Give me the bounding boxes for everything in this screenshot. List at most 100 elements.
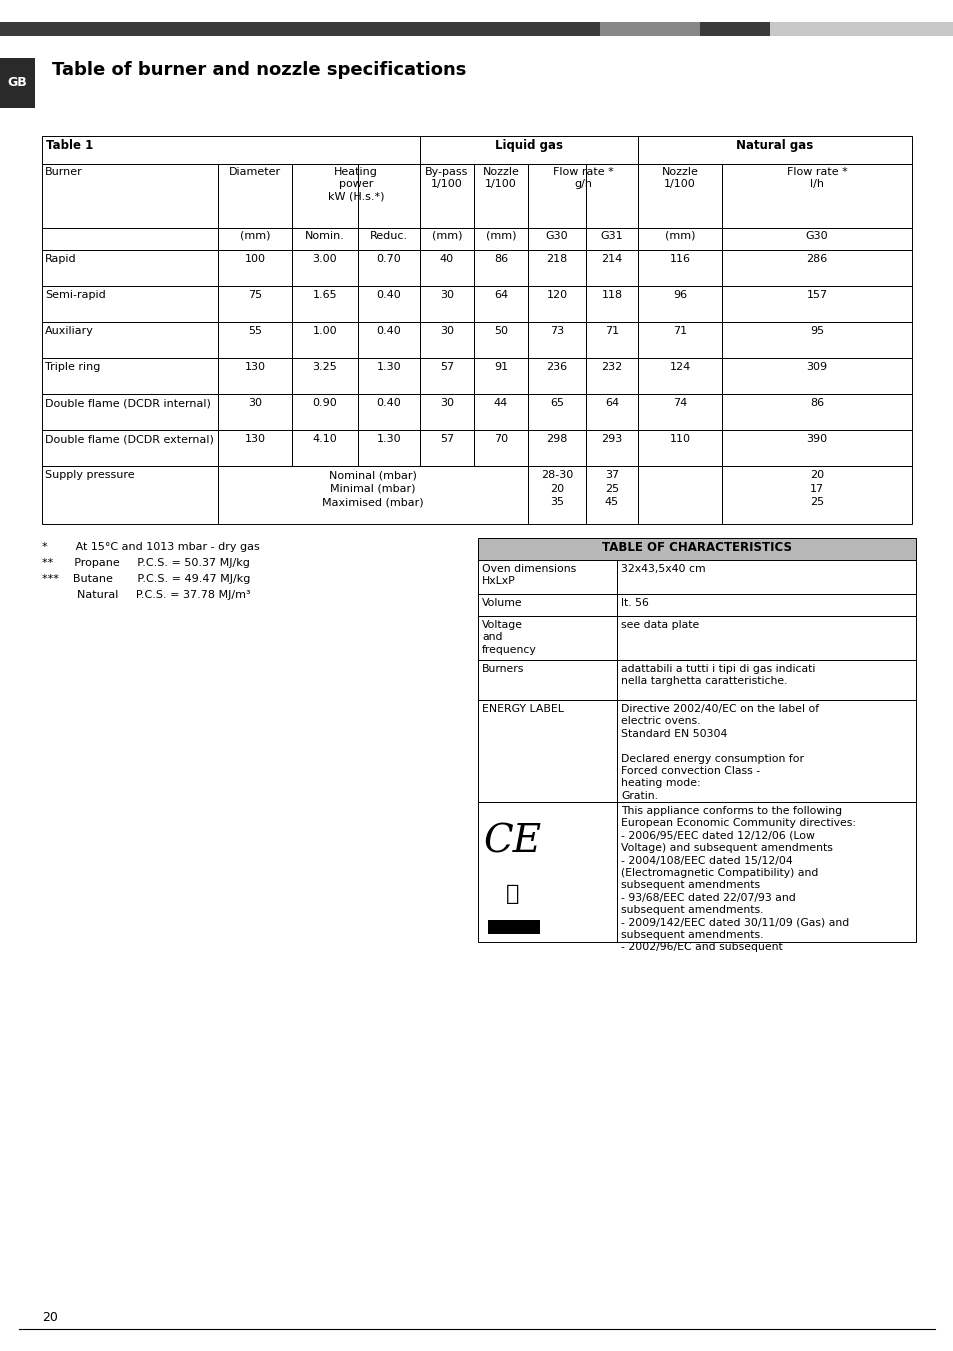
Text: 0.40: 0.40 — [376, 399, 401, 408]
Text: Natural     P.C.S. = 37.78 MJ/m³: Natural P.C.S. = 37.78 MJ/m³ — [42, 590, 251, 600]
Text: 55: 55 — [248, 326, 262, 336]
Text: Nominal (mbar)
Minimal (mbar)
Maximised (mbar): Nominal (mbar) Minimal (mbar) Maximised … — [322, 470, 423, 507]
Bar — [419, 228, 474, 250]
Text: 1.00: 1.00 — [313, 326, 337, 336]
Text: ENERGY LABEL: ENERGY LABEL — [481, 704, 563, 713]
Text: 75: 75 — [248, 290, 262, 300]
Text: Nozzle
1/100: Nozzle 1/100 — [482, 168, 518, 189]
Text: 3.25: 3.25 — [313, 362, 337, 372]
Text: 309: 309 — [805, 362, 826, 372]
Bar — [721, 228, 911, 250]
Text: 0.90: 0.90 — [313, 399, 337, 408]
Text: 130: 130 — [244, 362, 265, 372]
Text: 71: 71 — [604, 326, 618, 336]
Text: Burners: Burners — [481, 663, 524, 674]
Bar — [218, 394, 292, 430]
Bar — [474, 228, 527, 250]
Text: 57: 57 — [439, 362, 454, 372]
Bar — [638, 250, 721, 286]
Bar — [585, 358, 638, 394]
Text: 286: 286 — [805, 254, 827, 263]
Bar — [721, 250, 911, 286]
Text: (mm): (mm) — [432, 231, 462, 240]
Bar — [292, 394, 357, 430]
Bar — [42, 250, 218, 286]
Bar — [218, 250, 292, 286]
Bar — [419, 322, 474, 358]
Text: 71: 71 — [672, 326, 686, 336]
Bar — [357, 163, 419, 228]
Bar — [638, 136, 911, 163]
Bar — [218, 163, 292, 228]
Text: 293: 293 — [600, 434, 622, 444]
Bar — [42, 394, 218, 430]
Text: Double flame (DCDR external): Double flame (DCDR external) — [45, 434, 213, 444]
Bar — [292, 250, 357, 286]
Bar — [477, 661, 617, 700]
Text: CE: CE — [483, 824, 541, 861]
Bar — [617, 561, 915, 594]
Bar — [357, 322, 419, 358]
Text: 70: 70 — [494, 434, 508, 444]
Text: 118: 118 — [600, 290, 622, 300]
Bar — [585, 322, 638, 358]
Bar — [42, 322, 218, 358]
Bar — [357, 250, 419, 286]
Bar — [0, 58, 35, 108]
Text: **      Propane     P.C.S. = 50.37 MJ/kg: ** Propane P.C.S. = 50.37 MJ/kg — [42, 558, 250, 567]
Text: 110: 110 — [669, 434, 690, 444]
Text: 214: 214 — [600, 254, 622, 263]
Bar — [477, 594, 617, 616]
Text: 86: 86 — [494, 254, 508, 263]
Bar — [527, 228, 585, 250]
Text: GB: GB — [7, 77, 27, 89]
Text: By-pass
1/100: By-pass 1/100 — [425, 168, 468, 189]
Bar — [419, 250, 474, 286]
Bar — [218, 466, 527, 524]
Text: 3.00: 3.00 — [313, 254, 337, 263]
Bar — [638, 228, 721, 250]
Bar — [617, 661, 915, 700]
Bar — [477, 700, 617, 802]
Text: (mm): (mm) — [239, 231, 270, 240]
Bar — [357, 286, 419, 322]
Bar — [585, 430, 638, 466]
Text: 74: 74 — [672, 399, 686, 408]
Text: Nomin.: Nomin. — [305, 231, 345, 240]
Text: 20: 20 — [42, 1310, 58, 1324]
Text: *        At 15°C and 1013 mbar - dry gas: * At 15°C and 1013 mbar - dry gas — [42, 542, 259, 553]
Text: Double flame (DCDR internal): Double flame (DCDR internal) — [45, 399, 211, 408]
Bar — [488, 920, 539, 934]
Bar — [474, 250, 527, 286]
Text: 30: 30 — [439, 326, 454, 336]
Text: Volume: Volume — [481, 598, 522, 608]
Bar — [357, 430, 419, 466]
Bar — [419, 163, 474, 228]
Text: 0.40: 0.40 — [376, 290, 401, 300]
Bar — [769, 22, 953, 36]
Bar — [474, 430, 527, 466]
Bar — [527, 163, 585, 228]
Text: This appliance conforms to the following
European Economic Community directives:: This appliance conforms to the following… — [620, 807, 855, 952]
Bar — [617, 594, 915, 616]
Text: 130: 130 — [244, 434, 265, 444]
Text: 40: 40 — [439, 254, 454, 263]
Text: 64: 64 — [494, 290, 508, 300]
Bar — [477, 802, 617, 942]
Bar — [218, 286, 292, 322]
Text: Directive 2002/40/EC on the label of
electric ovens.
Standard EN 50304

Declared: Directive 2002/40/EC on the label of ele… — [620, 704, 819, 801]
Bar — [42, 228, 218, 250]
Text: lt. 56: lt. 56 — [620, 598, 648, 608]
Bar — [42, 358, 218, 394]
Text: Auxiliary: Auxiliary — [45, 326, 93, 336]
Text: 236: 236 — [546, 362, 567, 372]
Text: Liquid gas: Liquid gas — [495, 139, 562, 153]
Text: G31: G31 — [600, 231, 622, 240]
Text: Natural gas: Natural gas — [736, 139, 813, 153]
Bar — [527, 250, 585, 286]
Bar — [218, 430, 292, 466]
Bar — [292, 322, 357, 358]
Bar — [292, 430, 357, 466]
Bar — [477, 538, 915, 561]
Bar — [419, 358, 474, 394]
